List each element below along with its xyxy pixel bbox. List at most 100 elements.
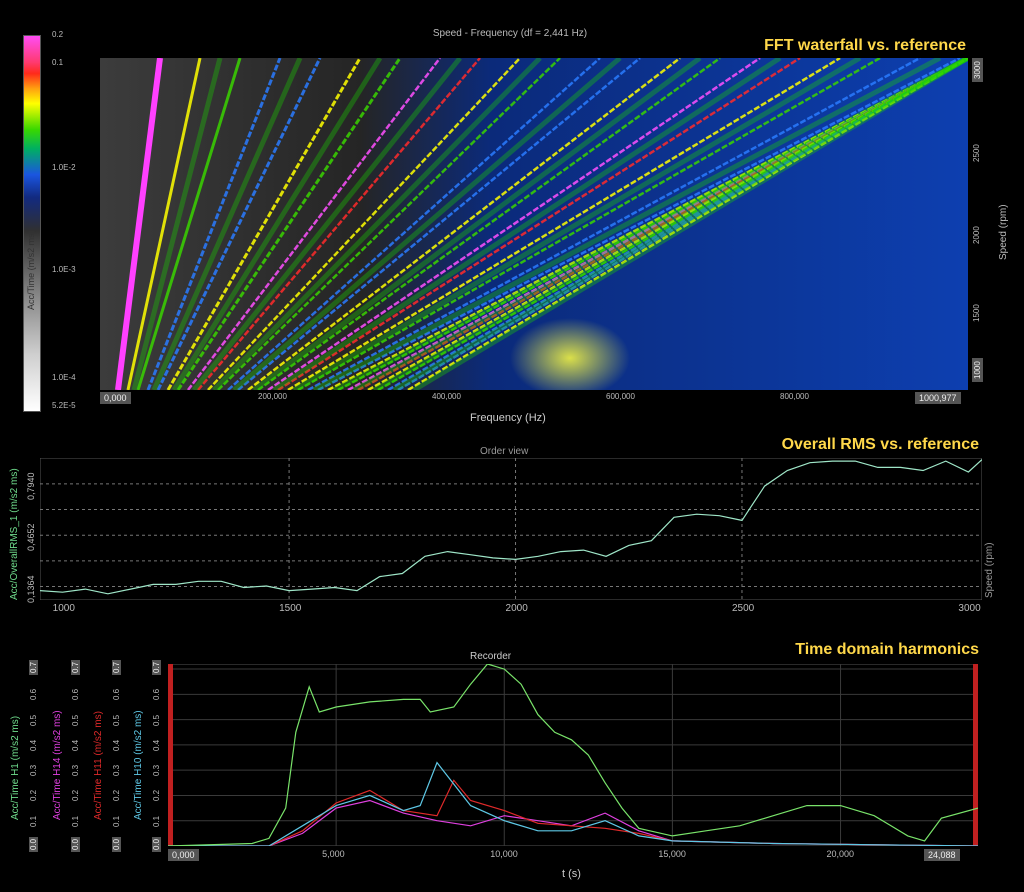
order-line xyxy=(207,58,521,390)
time-y-tick: 0.0 xyxy=(152,836,161,852)
time-x-tick: 24,088 xyxy=(924,849,960,861)
fft-y-tick: 2000 xyxy=(972,226,981,244)
time-x-tick: 15,000 xyxy=(658,849,686,859)
fft-x-tick: 200,000 xyxy=(258,392,287,401)
rms-chart xyxy=(40,458,982,600)
order-band xyxy=(412,58,968,390)
colorbar-tick: 0.1 xyxy=(52,58,64,67)
order-band xyxy=(171,58,383,390)
rms-x-tick: 1000 xyxy=(52,603,75,614)
rms-plot-frame xyxy=(40,458,982,600)
fft-xlabel: Frequency (Hz) xyxy=(470,412,546,424)
fft-y-tick: 2500 xyxy=(972,144,981,162)
time-plot-frame xyxy=(168,664,978,846)
time-grid xyxy=(168,664,978,846)
colorbar-tick: 1.0E-4 xyxy=(52,373,76,382)
order-line xyxy=(287,58,841,390)
time-y-tick: 0.5 xyxy=(71,714,80,726)
time-y-tick: 0.0 xyxy=(71,836,80,852)
fft-y-tick: 1500 xyxy=(972,304,981,322)
fft-y-tick: 3000 xyxy=(972,58,983,82)
order-line xyxy=(217,58,561,390)
time-y-tick: 0.6 xyxy=(112,689,121,701)
time-series-line xyxy=(168,664,978,846)
time-axis-label: Acc/Time H11 (m/s2 ms) xyxy=(93,711,104,820)
time-series-line xyxy=(168,799,978,846)
fft-subtitle: Speed - Frequency (df = 2,441 Hz) xyxy=(432,28,588,39)
time-x-tick: 0,000 xyxy=(168,849,199,861)
rms-series-line xyxy=(40,459,982,595)
cursor-right xyxy=(973,664,978,846)
order-band xyxy=(192,58,462,390)
time-y-tick: 0.1 xyxy=(152,815,161,827)
time-y-tick: 0.6 xyxy=(152,689,161,701)
time-y-tick: 0.7 xyxy=(112,659,121,676)
rms-header: Overall RMS vs. reference xyxy=(781,436,979,453)
time-y-tick: 0.5 xyxy=(29,714,38,726)
order-line xyxy=(267,58,761,390)
rms-subtitle: Order view xyxy=(480,446,529,457)
colorbar-label: Acc/Time (m/s2 ms) xyxy=(26,230,36,310)
rms-x-tick: 2000 xyxy=(505,603,528,614)
order-band xyxy=(332,58,968,390)
time-y-tick: 0.3 xyxy=(152,765,161,777)
rms-y-tick: 0,1364 xyxy=(26,574,36,603)
order-line xyxy=(237,58,641,390)
time-subtitle: Recorder xyxy=(470,651,512,662)
order-line xyxy=(197,58,481,390)
order-band xyxy=(232,58,622,390)
time-x-tick: 5,000 xyxy=(322,849,345,859)
time-y-tick: 0.2 xyxy=(71,790,80,802)
fft-header: FFT waterfall vs. reference xyxy=(764,37,966,54)
order-band xyxy=(252,58,702,390)
order-line xyxy=(227,58,601,390)
colorbar-tick: 1.0E-3 xyxy=(52,265,76,274)
fft-x-tick: 800,000 xyxy=(780,392,809,401)
order-band xyxy=(292,58,862,390)
time-axis-label: Acc/Time H10 (m/s2 ms) xyxy=(133,710,144,820)
order-band xyxy=(151,58,303,390)
colorbar-tick: 0.2 xyxy=(52,30,64,39)
time-y-tick: 0.6 xyxy=(29,689,38,701)
order-band xyxy=(272,58,782,390)
colorbar-tick: 5.2E-5 xyxy=(52,401,76,410)
fft-y-tick: 1000 xyxy=(972,358,983,382)
order-line xyxy=(115,58,163,390)
time-y-tick: 0.7 xyxy=(29,659,38,676)
order-line xyxy=(176,58,402,390)
time-y-tick: 0.4 xyxy=(29,739,38,751)
rms-right-label: Speed (rpm) xyxy=(984,542,995,598)
order-band xyxy=(131,58,223,390)
rms-x-tick: 1500 xyxy=(279,603,302,614)
fft-x-tick: 400,000 xyxy=(432,392,461,401)
time-y-tick: 0.2 xyxy=(112,790,121,802)
time-y-tick: 0.5 xyxy=(152,714,161,726)
rms-ylabel: Acc/OverallRMS_1 (m/s2 ms) xyxy=(9,468,20,600)
rms-x-tick: 2500 xyxy=(731,603,755,614)
rms-grid xyxy=(40,458,982,600)
fft-ylabel: Speed (rpm) xyxy=(998,204,1009,260)
order-line xyxy=(247,58,681,390)
time-series-lines xyxy=(168,664,978,846)
time-y-tick: 0.2 xyxy=(29,790,38,802)
colorbar-tick: 1.0E-2 xyxy=(52,163,76,172)
order-line xyxy=(317,58,961,390)
cursor-left xyxy=(168,664,173,846)
time-y-tick: 0.1 xyxy=(29,815,38,827)
order-band xyxy=(312,58,942,390)
order-line xyxy=(307,58,921,390)
time-y-tick: 0.5 xyxy=(112,714,121,726)
time-x-tick: 20,000 xyxy=(826,849,855,859)
order-line xyxy=(327,58,968,390)
time-y-tick: 0.1 xyxy=(112,815,121,827)
rms-y-tick: 0,7940 xyxy=(26,472,36,500)
time-y-tick: 0.6 xyxy=(71,689,80,701)
order-lines xyxy=(115,58,968,390)
time-y-tick: 0.0 xyxy=(29,836,38,852)
time-x-tick: 10,000 xyxy=(490,849,518,859)
order-band xyxy=(392,58,968,390)
fft-x-tick: 0,000 xyxy=(100,392,131,404)
colorbar xyxy=(23,35,41,412)
time-chart xyxy=(168,664,978,846)
time-y-tick: 0.4 xyxy=(112,739,121,751)
